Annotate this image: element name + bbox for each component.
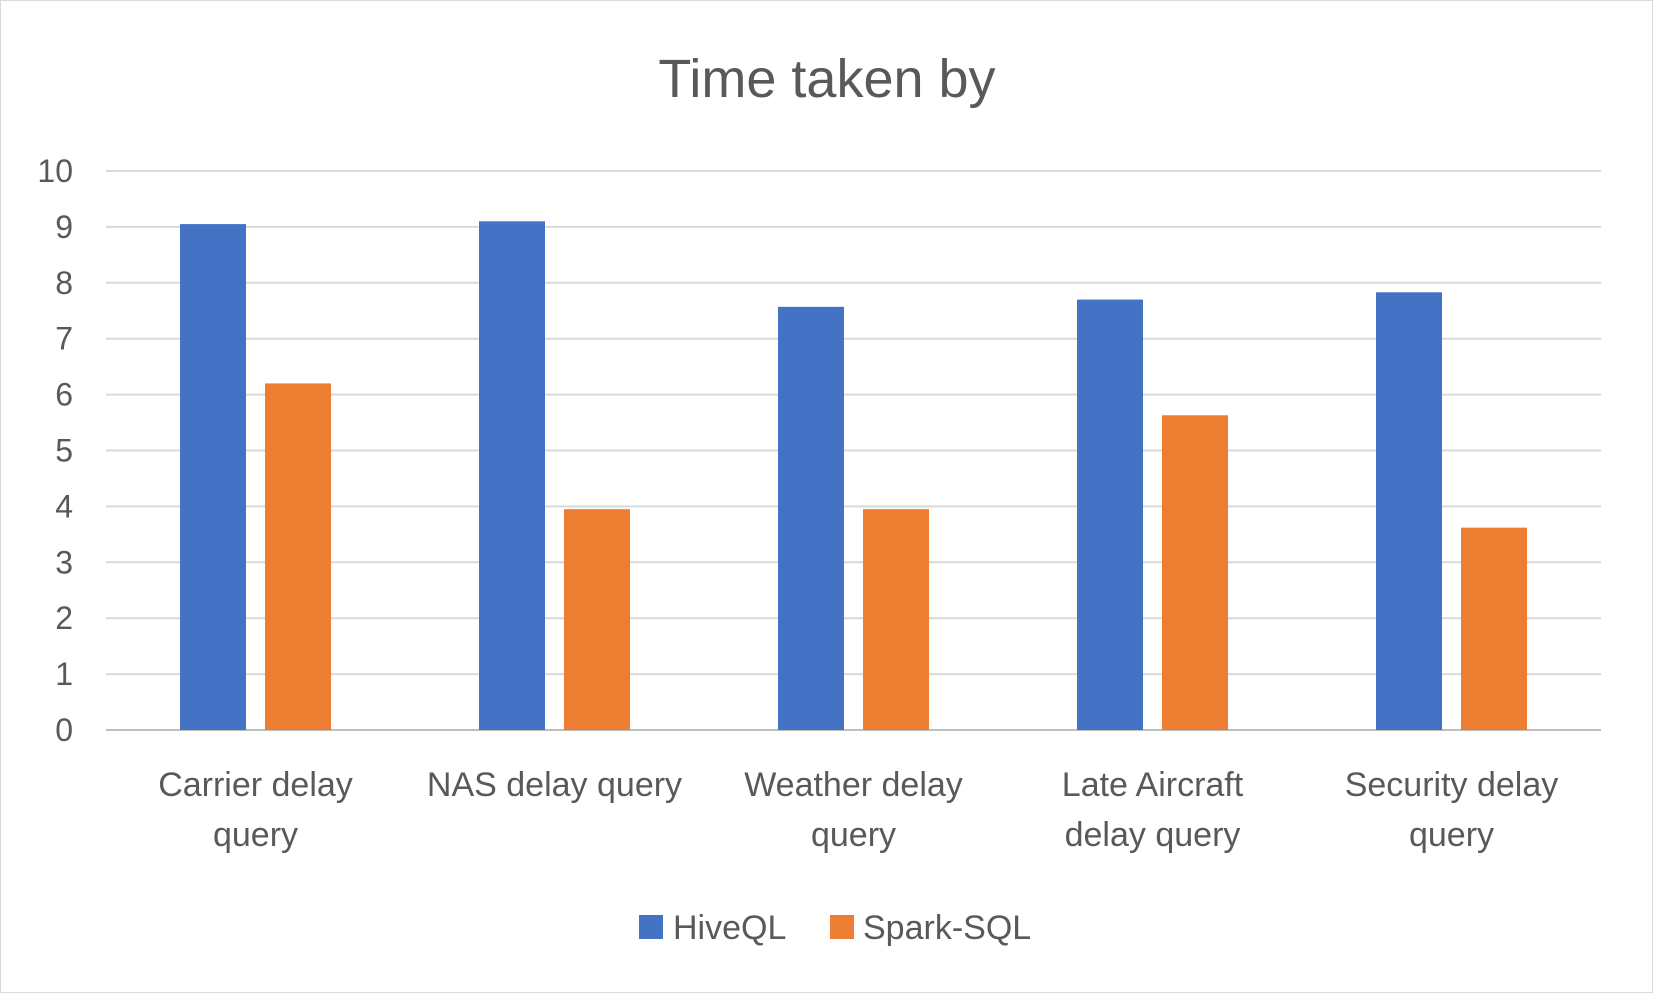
x-category-label: Security delay bbox=[1345, 766, 1559, 804]
y-tick-label: 1 bbox=[55, 656, 73, 692]
y-tick-label: 6 bbox=[55, 377, 73, 413]
bar-hiveql-1 bbox=[479, 221, 545, 730]
y-tick-label: 10 bbox=[37, 153, 73, 189]
x-category-label: Weather delay bbox=[744, 766, 963, 804]
x-category-label: Carrier delay bbox=[158, 766, 353, 804]
y-tick-label: 4 bbox=[55, 488, 73, 524]
bar-spark-sql-3 bbox=[1162, 415, 1228, 730]
y-tick-label: 3 bbox=[55, 544, 73, 580]
bars bbox=[180, 221, 1527, 731]
bar-hiveql-0 bbox=[180, 224, 246, 731]
y-axis-tick-labels: 0 1 2 3 4 5 6 7 8 9 10 bbox=[37, 153, 73, 748]
legend-swatch-0 bbox=[639, 915, 663, 939]
x-category-label: query bbox=[1409, 816, 1494, 854]
x-category-label: Late Aircraft bbox=[1062, 766, 1244, 804]
bar-hiveql-4 bbox=[1376, 292, 1442, 730]
x-category-label: query bbox=[811, 816, 896, 854]
bar-hiveql-2 bbox=[778, 306, 844, 730]
chart-title: Time taken by bbox=[658, 49, 995, 109]
x-category-label: query bbox=[213, 816, 298, 854]
legend-swatch-1 bbox=[830, 915, 854, 939]
bar-spark-sql-4 bbox=[1461, 527, 1527, 730]
bar-spark-sql-2 bbox=[863, 509, 929, 730]
x-axis-category-labels: Carrier delay query NAS delay query Weather… bbox=[158, 766, 1558, 854]
y-tick-label: 8 bbox=[55, 265, 73, 301]
legend: HiveQL Spark-SQL bbox=[639, 909, 1031, 947]
y-tick-label: 9 bbox=[55, 209, 73, 245]
bar-hiveql-3 bbox=[1077, 299, 1143, 730]
y-tick-label: 7 bbox=[55, 321, 73, 357]
y-tick-label: 0 bbox=[55, 712, 73, 748]
x-category-label: delay query bbox=[1065, 816, 1241, 854]
legend-label-1: Spark-SQL bbox=[863, 909, 1031, 947]
gridlines bbox=[106, 170, 1601, 731]
x-category-label: NAS delay query bbox=[427, 766, 682, 804]
legend-label-0: HiveQL bbox=[673, 909, 786, 947]
y-tick-label: 5 bbox=[55, 433, 73, 469]
y-tick-label: 2 bbox=[55, 600, 73, 636]
bar-spark-sql-0 bbox=[265, 383, 331, 730]
bar-spark-sql-1 bbox=[564, 509, 630, 730]
